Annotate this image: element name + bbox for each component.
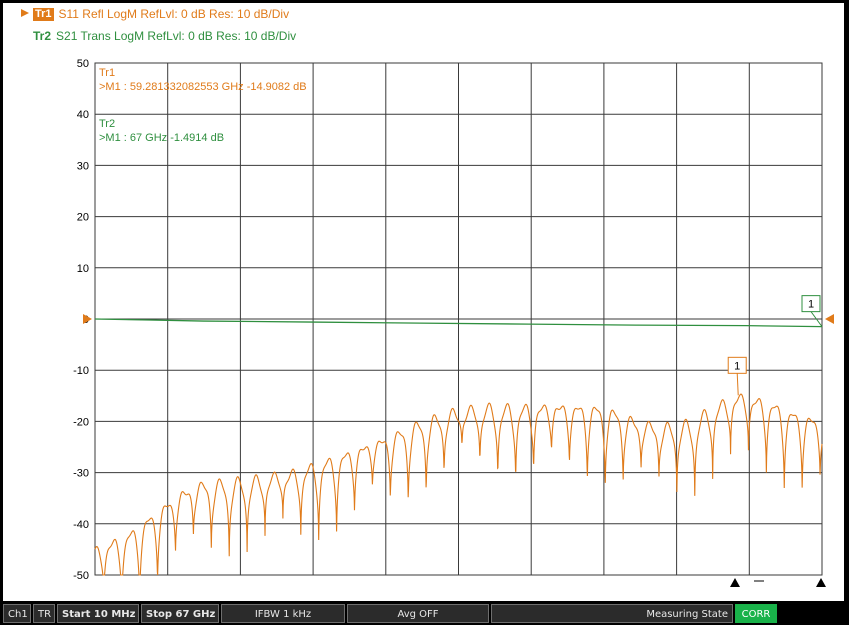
y-tick-label: -40 bbox=[73, 519, 89, 531]
marker1-tr1-flag-box bbox=[727, 356, 747, 374]
y-tick-label: 40 bbox=[77, 109, 89, 121]
stimulus-marker-left-icon bbox=[730, 578, 740, 587]
averaging-setting[interactable]: Avg OFF bbox=[347, 604, 489, 623]
reference-level-left-icon bbox=[83, 314, 92, 324]
marker1-tr2-flag-label: 1 bbox=[808, 299, 814, 311]
marker1-tr2-flag-box bbox=[801, 295, 821, 313]
marker-readout-tr1-title: Tr1 bbox=[99, 67, 115, 79]
marker1-tr1-flag-label: 1 bbox=[734, 360, 740, 372]
marker-readout-tr2-value: >M1 : 67 GHz -1.4914 dB bbox=[99, 132, 224, 144]
marker-readout-tr1-value: >M1 : 59.281332082553 GHz -14.9082 dB bbox=[99, 81, 307, 93]
marker1-tr1-flag-pointer bbox=[736, 373, 739, 396]
stop-frequency[interactable]: Stop 67 GHz bbox=[141, 604, 219, 623]
active-trace-arrow-icon bbox=[21, 9, 29, 17]
trace1-description: S11 Refl LogM RefLvl: 0 dB Res: 10 dB/Di… bbox=[58, 7, 290, 21]
y-tick-label: -10 bbox=[73, 365, 89, 377]
correction-status[interactable]: CORR bbox=[735, 604, 777, 623]
y-tick-label: 50 bbox=[77, 58, 89, 70]
trace2-header[interactable]: Tr2 S21 Trans LogM RefLvl: 0 dB Res: 10 … bbox=[33, 29, 296, 43]
y-tick-label: 20 bbox=[77, 212, 89, 224]
trace1-header[interactable]: Tr1 S11 Refl LogM RefLvl: 0 dB Res: 10 d… bbox=[21, 7, 290, 21]
measuring-state: Measuring State bbox=[491, 604, 733, 623]
trace2-tag[interactable]: Tr2 bbox=[33, 29, 52, 43]
y-tick-label: -20 bbox=[73, 416, 89, 428]
y-tick-label: -50 bbox=[73, 570, 89, 582]
start-frequency[interactable]: Start 10 MHz bbox=[57, 604, 139, 623]
status-bar: Ch1 TR Start 10 MHz Stop 67 GHz IFBW 1 k… bbox=[3, 604, 846, 623]
trace1-tag[interactable]: Tr1 bbox=[33, 7, 54, 21]
marker1-tr2-flag-pointer bbox=[810, 311, 823, 327]
y-tick-label: 10 bbox=[77, 263, 89, 275]
channel-indicator[interactable]: Ch1 bbox=[3, 604, 31, 623]
trace2-description: S21 Trans LogM RefLvl: 0 dB Res: 10 dB/D… bbox=[56, 29, 297, 43]
y-tick-label: -30 bbox=[73, 468, 89, 480]
ifbw-setting[interactable]: IFBW 1 kHz bbox=[221, 604, 345, 623]
trace2-s21-line bbox=[94, 318, 823, 328]
trace1-s11-line bbox=[94, 393, 823, 576]
reference-level-right-icon bbox=[825, 314, 834, 324]
marker-readout-tr2-title: Tr2 bbox=[99, 118, 115, 130]
stimulus-marker-right-icon bbox=[816, 578, 826, 587]
mode-indicator[interactable]: TR bbox=[33, 604, 55, 623]
y-tick-label: 30 bbox=[77, 160, 89, 172]
